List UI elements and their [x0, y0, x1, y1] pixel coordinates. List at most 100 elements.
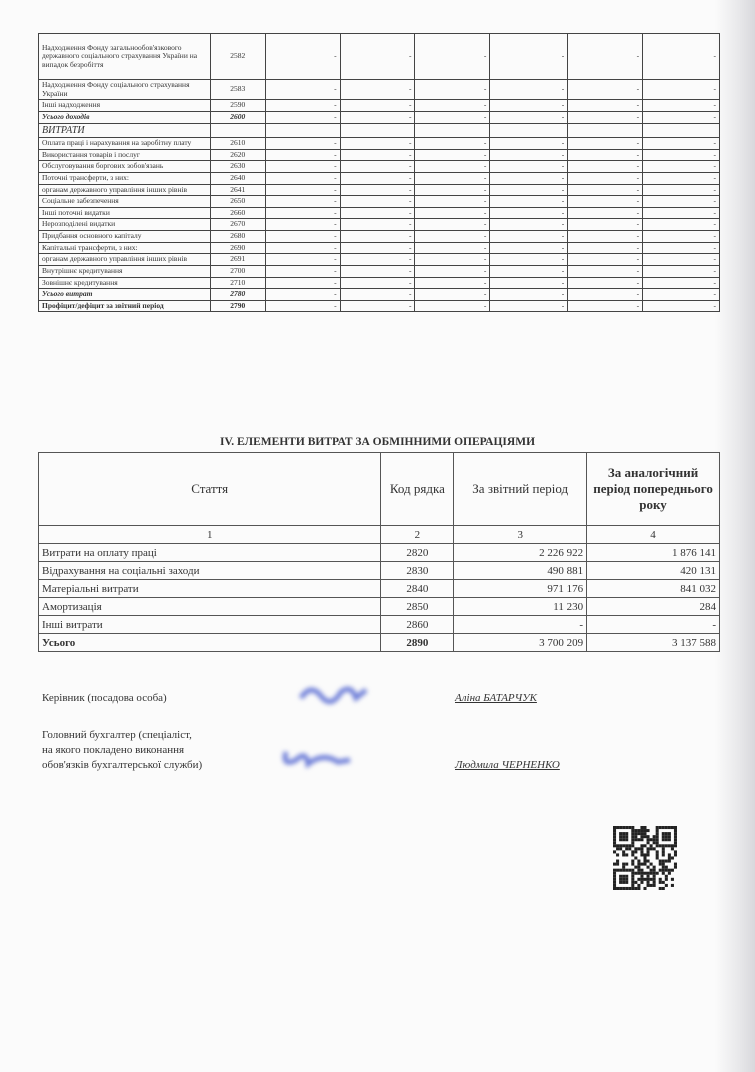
- table-row: Соціальне забезпечення 2650- - - - - -: [38, 195, 720, 208]
- row-label: ВИТРАТИ: [38, 122, 211, 138]
- income-expense-table: Надходження Фонду загальнообов'язкового …: [38, 33, 720, 313]
- row-code: 2583: [209, 78, 266, 101]
- row-value: -: [264, 183, 341, 197]
- row-previous: 420 131: [586, 561, 720, 580]
- qr-code-icon: [613, 826, 677, 890]
- row-code: 2780: [209, 288, 266, 301]
- row-value: -: [489, 171, 569, 185]
- row-value: [489, 122, 569, 138]
- row-value: -: [264, 299, 341, 313]
- table-row: ВИТРАТИ: [38, 122, 720, 138]
- row-code: 2590: [209, 99, 266, 112]
- row-value: -: [414, 206, 491, 220]
- table-row: Інші надходження 2590- - - - - -: [38, 99, 720, 112]
- row-value: -: [264, 230, 341, 243]
- row-value: -: [567, 99, 644, 112]
- row-value: -: [264, 288, 341, 301]
- col-number: 1: [37, 525, 382, 544]
- row-value: -: [414, 264, 491, 278]
- section-title: IV. ЕЛЕМЕНТИ ВИТРАТ ЗА ОБМІННИМИ ОПЕРАЦІ…: [219, 436, 536, 448]
- row-value: -: [642, 99, 720, 112]
- table-row: Профіцит/дефіцит за звітний період 2790- -…: [38, 299, 720, 313]
- row-label: Відрахування на соціальні заходи: [37, 561, 382, 580]
- row-value: -: [489, 110, 569, 124]
- row-label: Інші витрати: [37, 615, 382, 634]
- head-name: Аліна БАТАРЧУК: [455, 692, 537, 704]
- row-value: -: [642, 288, 720, 301]
- row-value: -: [567, 288, 644, 301]
- row-value: -: [339, 160, 416, 173]
- scan-edge-shadow: [715, 0, 755, 1072]
- row-code: 2600: [209, 110, 266, 124]
- row-value: -: [339, 195, 416, 208]
- row-value: -: [489, 241, 569, 255]
- row-value: -: [339, 218, 416, 231]
- row-code: 2690: [209, 241, 266, 255]
- row-label: Надходження Фонду загальнообов'язкового …: [38, 33, 211, 80]
- row-value: -: [414, 148, 491, 162]
- row-value: -: [567, 171, 644, 185]
- row-value: -: [489, 183, 569, 197]
- col-number: 4: [586, 525, 720, 544]
- table-row: Обслуговування боргових зобов'язань 2630-…: [38, 160, 720, 173]
- row-value: -: [642, 160, 720, 173]
- row-value: -: [264, 195, 341, 208]
- row-label: Капітальні трансферти, з них:: [38, 241, 211, 255]
- row-value: -: [489, 264, 569, 278]
- row-value: -: [567, 195, 644, 208]
- row-code: 2670: [209, 218, 266, 231]
- row-label: Матеріальні витрати: [37, 579, 382, 598]
- row-value: -: [414, 137, 491, 150]
- row-current: 11 230: [453, 597, 588, 616]
- head-label: Керівник (посадова особа): [42, 692, 167, 704]
- row-value: -: [642, 230, 720, 243]
- table-row: Використання товарів і послуг 2620- - - - - -: [38, 148, 720, 162]
- row-code: 2620: [209, 148, 266, 162]
- row-value: -: [489, 148, 569, 162]
- header-row: Стаття Код рядка За звітний період За ан…: [37, 452, 720, 526]
- row-code: [209, 122, 266, 138]
- row-value: -: [339, 299, 416, 313]
- table-row: Оплата праці і нарахування на заробітну …: [38, 137, 720, 150]
- row-value: -: [567, 148, 644, 162]
- table-row: Усього витрат 2780- - - - - -: [38, 288, 720, 301]
- row-value: -: [567, 264, 644, 278]
- row-label: Витрати на оплату праці: [37, 543, 382, 562]
- row-value: -: [339, 137, 416, 150]
- row-value: -: [642, 148, 720, 162]
- row-value: -: [489, 160, 569, 173]
- row-value: -: [414, 276, 491, 290]
- row-value: -: [489, 276, 569, 290]
- head-signature-icon: [298, 686, 368, 705]
- row-code: 2660: [209, 206, 266, 220]
- row-code: 2680: [209, 230, 266, 243]
- row-value: -: [489, 288, 569, 301]
- row-value: -: [339, 264, 416, 278]
- row-code: 2890: [380, 633, 455, 652]
- row-label: Нерозподілені видатки: [38, 218, 211, 231]
- row-label: Інші надходження: [38, 99, 211, 112]
- row-value: -: [414, 183, 491, 197]
- row-value: -: [489, 33, 569, 80]
- row-label: Використання товарів і послуг: [38, 148, 211, 162]
- row-value: -: [642, 78, 720, 101]
- row-value: -: [339, 78, 416, 101]
- table-row: Нерозподілені видатки 2670- - - - - -: [38, 218, 720, 231]
- header-current: За звітний період: [453, 452, 588, 526]
- row-value: [642, 122, 720, 138]
- row-value: -: [567, 110, 644, 124]
- table-row: Внутрішнє кредитування 2700- - - - - -: [38, 264, 720, 278]
- row-current: -: [453, 615, 588, 634]
- table-row: органам державного управління інших рівн…: [38, 253, 720, 266]
- row-code: 2630: [209, 160, 266, 173]
- row-value: -: [339, 33, 416, 80]
- header-article: Стаття: [37, 452, 382, 526]
- row-value: -: [567, 33, 644, 80]
- row-label: Внутрішнє кредитування: [38, 264, 211, 278]
- table-row: Придбання основного капіталу 2680- - - - - -: [38, 230, 720, 243]
- row-value: -: [567, 183, 644, 197]
- row-value: -: [489, 78, 569, 101]
- row-label: Поточні трансферти, з них:: [38, 171, 211, 185]
- row-code: 2710: [209, 276, 266, 290]
- row-label: Зовнішнє кредитування: [38, 276, 211, 290]
